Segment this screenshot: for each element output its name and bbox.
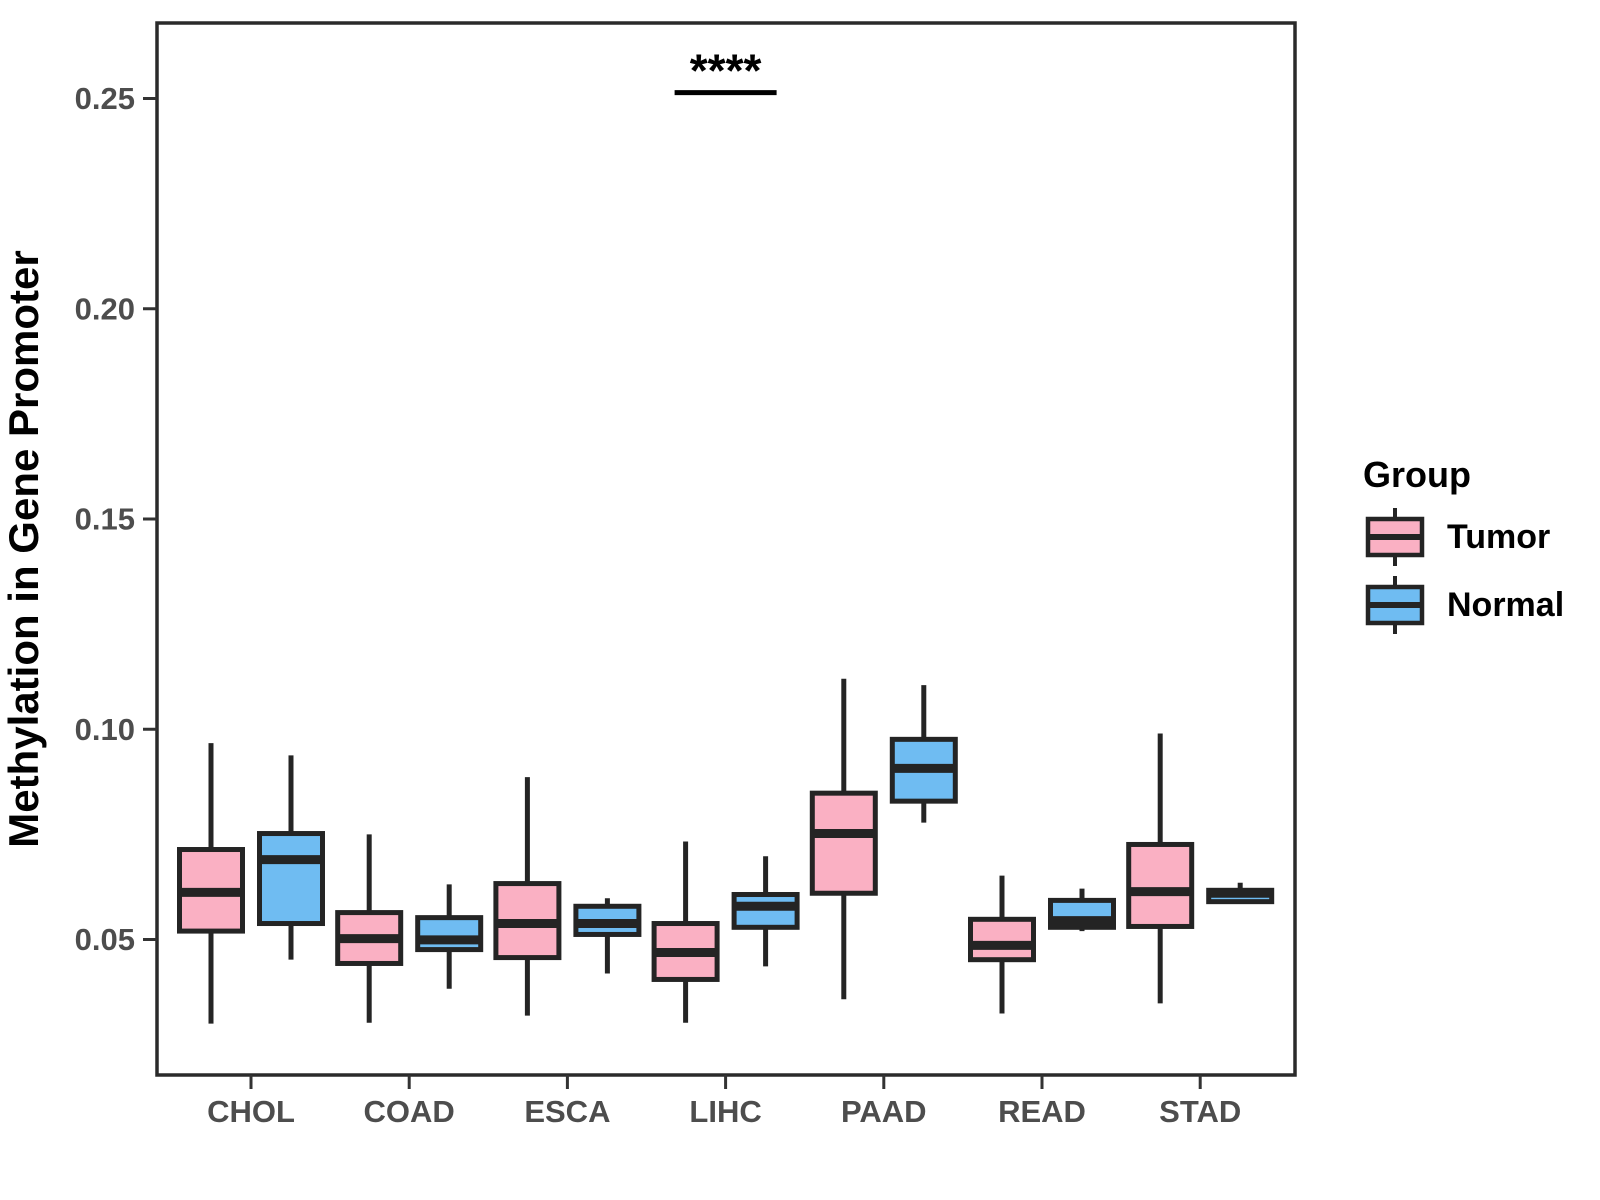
x-tick-label: COAD <box>364 1094 455 1129</box>
box-tumor-paad <box>809 790 878 896</box>
legend-label-normal: Normal <box>1447 586 1564 624</box>
y-tick-label: 0.15 <box>75 502 135 537</box>
y-tick-label: 0.25 <box>75 81 135 116</box>
box-normal-lihc <box>731 892 800 930</box>
y-axis-title: Methylation in Gene Promoter <box>0 250 47 847</box>
box-normal-chol <box>257 831 325 927</box>
legend-label-tumor: Tumor <box>1447 518 1550 556</box>
significance-stars: **** <box>690 45 762 97</box>
x-tick-label: READ <box>998 1094 1086 1129</box>
x-tick-label: STAD <box>1159 1094 1241 1129</box>
panel-border <box>155 21 1297 1077</box>
y-tick-label: 0.05 <box>75 922 135 957</box>
y-tick-label: 0.20 <box>75 291 135 326</box>
box-normal-coad <box>415 915 484 953</box>
box-tumor-stad <box>1126 841 1195 929</box>
legend-title: Group <box>1363 454 1471 495</box>
x-tick-label: PAAD <box>841 1094 927 1129</box>
x-tick-label: LIHC <box>689 1094 761 1129</box>
y-tick-label: 0.10 <box>75 712 135 747</box>
x-tick-label: CHOL <box>207 1094 295 1129</box>
box-tumor-read <box>968 916 1036 963</box>
x-tick-label: ESCA <box>524 1094 610 1129</box>
